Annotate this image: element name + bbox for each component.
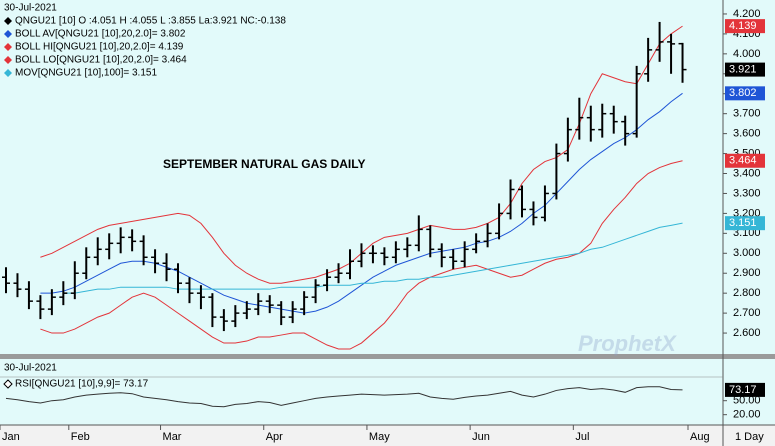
last-value-label: 3.921 bbox=[729, 64, 757, 76]
y-tick-label: 3.700 bbox=[733, 108, 761, 120]
legend-label: QNGU21 [10] O :4.051 H :4.055 L :3.855 L… bbox=[15, 16, 286, 27]
y-tick-label: 2.900 bbox=[733, 267, 761, 279]
x-tick-label: Aug bbox=[690, 431, 710, 443]
y-tick-label: 2.700 bbox=[733, 307, 761, 319]
y-tick-label: 3.600 bbox=[733, 128, 761, 140]
y-tick-label: 3.400 bbox=[733, 167, 761, 179]
date-label: 30-Jul-2021 bbox=[4, 3, 57, 14]
watermark: ProphetX bbox=[578, 331, 677, 356]
x-tick-label: Jul bbox=[575, 431, 589, 443]
last-value-box bbox=[725, 62, 765, 77]
y-tick-label: 3.300 bbox=[733, 187, 761, 199]
legend-label: BOLL HI[QNGU21 [10],20,2.0]= 4.139 bbox=[15, 42, 184, 53]
x-tick-label: Feb bbox=[71, 431, 90, 443]
y-tick-label: 4.000 bbox=[733, 48, 761, 60]
legend-marker bbox=[4, 43, 12, 51]
series-line bbox=[40, 92, 683, 314]
y-tick-label: 2.600 bbox=[733, 327, 761, 339]
legend-label: BOLL AV[QNGU21 [10],20,2.0]= 3.802 bbox=[15, 29, 186, 40]
series-line bbox=[63, 222, 683, 294]
last-value-box bbox=[725, 382, 765, 397]
y-tick-label: 3.100 bbox=[733, 227, 761, 239]
legend-label: MOV[QNGU21 [10],100]= 3.151 bbox=[15, 68, 157, 79]
legend-marker bbox=[4, 17, 12, 25]
legend-marker bbox=[4, 56, 12, 64]
y-tick-label: 50.00 bbox=[733, 395, 761, 407]
last-value-box bbox=[725, 216, 765, 231]
legend-label: RSI[QNGU21 [10],9,9]= 73.17 bbox=[15, 379, 149, 390]
last-value-label: 3.151 bbox=[729, 217, 757, 229]
last-value-label: 3.464 bbox=[729, 155, 757, 167]
x-tick-label: Apr bbox=[266, 431, 283, 443]
x-tick-label: Jan bbox=[2, 431, 20, 443]
last-value-label: 73.17 bbox=[729, 384, 757, 396]
last-value-label: 3.802 bbox=[729, 87, 757, 99]
panel-separator bbox=[0, 354, 775, 359]
last-value-box bbox=[725, 86, 765, 101]
rsi-date-label: 30-Jul-2021 bbox=[4, 363, 57, 374]
legend-label: BOLL LO[QNGU21 [10],20,2.0]= 3.464 bbox=[15, 55, 187, 66]
legend-marker bbox=[4, 69, 12, 77]
last-value-box bbox=[725, 19, 765, 34]
x-tick-label: Jun bbox=[472, 431, 490, 443]
legend-marker bbox=[4, 30, 12, 38]
last-value-label: 4.139 bbox=[729, 20, 757, 32]
series-line bbox=[40, 160, 683, 350]
x-tick-label: Mar bbox=[163, 431, 182, 443]
interval-label: 1 Day bbox=[735, 431, 764, 443]
series-line bbox=[5, 386, 683, 408]
y-tick-label: 2.800 bbox=[733, 287, 761, 299]
y-tick-label: 4.200 bbox=[733, 8, 761, 20]
y-tick-label: 3.000 bbox=[733, 247, 761, 259]
x-tick-label: May bbox=[369, 431, 390, 443]
chart-title: SEPTEMBER NATURAL GAS DAILY bbox=[163, 157, 365, 171]
x-axis-strip bbox=[0, 425, 775, 446]
legend-marker bbox=[3, 379, 13, 389]
last-value-box bbox=[725, 153, 765, 168]
y-tick-label: 20.00 bbox=[733, 409, 761, 421]
